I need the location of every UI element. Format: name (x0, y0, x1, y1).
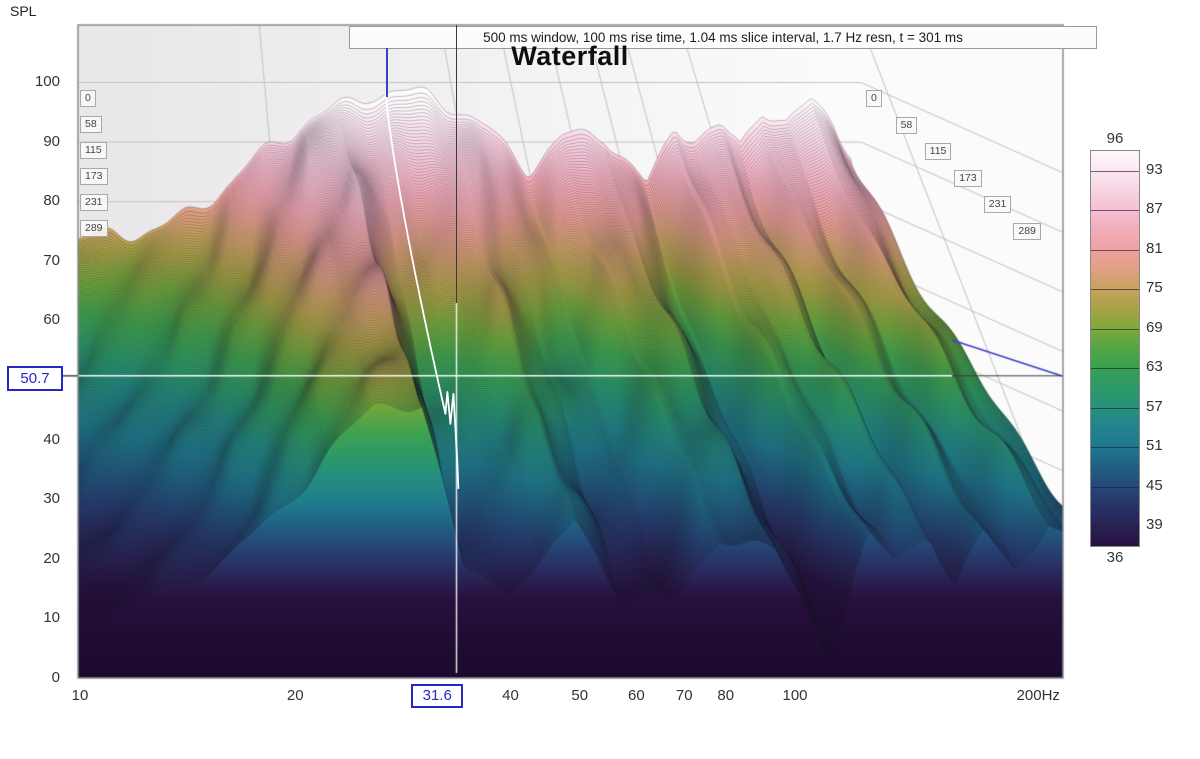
colorbar-tick-label: 39 (1146, 516, 1163, 534)
x-axis-tick: 70 (675, 687, 693, 704)
time-slice-label-left: 0 (80, 90, 96, 107)
x-axis-tick: 200Hz (1016, 687, 1060, 704)
colorbar-tick-line (1091, 249, 1139, 251)
x-axis-tick: 40 (502, 687, 519, 704)
cursor-spl-readout[interactable]: 50.7 (7, 366, 63, 391)
time-slice-label-right: 58 (895, 116, 918, 134)
chart-title: Waterfall (511, 41, 629, 71)
colorbar-tick-label: 69 (1146, 318, 1163, 336)
colorbar-tick-label: 75 (1146, 279, 1163, 297)
x-axis-tick: 100 (782, 687, 808, 704)
y-axis-title: SPL (10, 3, 37, 19)
measurement-info-bar: 500 ms window, 100 ms rise time, 1.04 ms… (349, 26, 1097, 49)
time-slice-label-left: 173 (80, 167, 108, 185)
colorbar-tick-line (1091, 407, 1139, 409)
y-axis-tick: 60 (43, 311, 60, 329)
colorbar-min-label: 36 (1106, 549, 1124, 566)
y-axis-tick: 100 (34, 73, 60, 90)
y-axis-tick: 0 (51, 669, 60, 686)
cursor-vertical-line (456, 25, 457, 303)
colorbar-tick-line (1091, 328, 1139, 330)
colorbar-tick-line (1091, 368, 1139, 370)
cursor-frequency-readout[interactable]: 31.6 (411, 684, 464, 708)
time-slice-label-left: 289 (80, 220, 108, 238)
time-slice-label-left: 231 (80, 193, 108, 211)
colorbar-tick-line (1091, 289, 1139, 291)
x-axis-tick: 80 (717, 687, 735, 704)
time-slice-label-left: 115 (80, 141, 107, 159)
colorbar-tick-label: 81 (1146, 239, 1163, 257)
colorbar-tick-label: 51 (1146, 437, 1163, 455)
time-slice-label-right: 0 (866, 90, 882, 107)
colorbar-tick-line (1091, 486, 1139, 488)
x-axis-tick: 60 (628, 687, 645, 704)
y-axis-tick: 90 (43, 132, 60, 150)
y-axis-tick: 80 (43, 192, 60, 210)
colorbar-tick-line (1091, 447, 1139, 449)
colorbar-tick-label: 57 (1146, 397, 1163, 415)
colorbar-tick-label: 63 (1146, 358, 1163, 376)
time-slice-label-left: 58 (80, 116, 102, 134)
x-axis-tick: 20 (286, 687, 304, 704)
y-axis-tick: 30 (43, 490, 60, 508)
time-slice-label-right: 289 (1013, 222, 1041, 240)
slice-time-marker-line (386, 48, 388, 97)
x-axis-tick: 50 (571, 687, 589, 704)
colorbar-tick-line (1091, 526, 1139, 528)
x-axis-tick: 10 (71, 687, 89, 704)
colorbar-tick-label: 93 (1146, 160, 1163, 178)
colorbar-tick-line (1091, 210, 1139, 212)
colorbar-tick-line (1091, 170, 1139, 172)
legend-row: ✓ Aug 15 L&R 46.2 dB (0, 722, 1200, 754)
colorbar-tick-label: 87 (1146, 200, 1163, 218)
colorbar-max-label: 96 (1106, 130, 1124, 147)
time-slice-label-right: 173 (954, 169, 982, 187)
colorbar-tick-label: 45 (1146, 476, 1163, 494)
y-axis-tick: 40 (43, 430, 60, 448)
time-slice-label-right: 115 (924, 142, 952, 160)
y-axis-tick: 10 (43, 609, 60, 627)
spl-colorbar (1090, 150, 1140, 547)
time-slice-label-right: 231 (983, 196, 1012, 214)
y-axis-tick: 20 (43, 549, 60, 567)
y-axis-tick: 70 (43, 251, 60, 269)
